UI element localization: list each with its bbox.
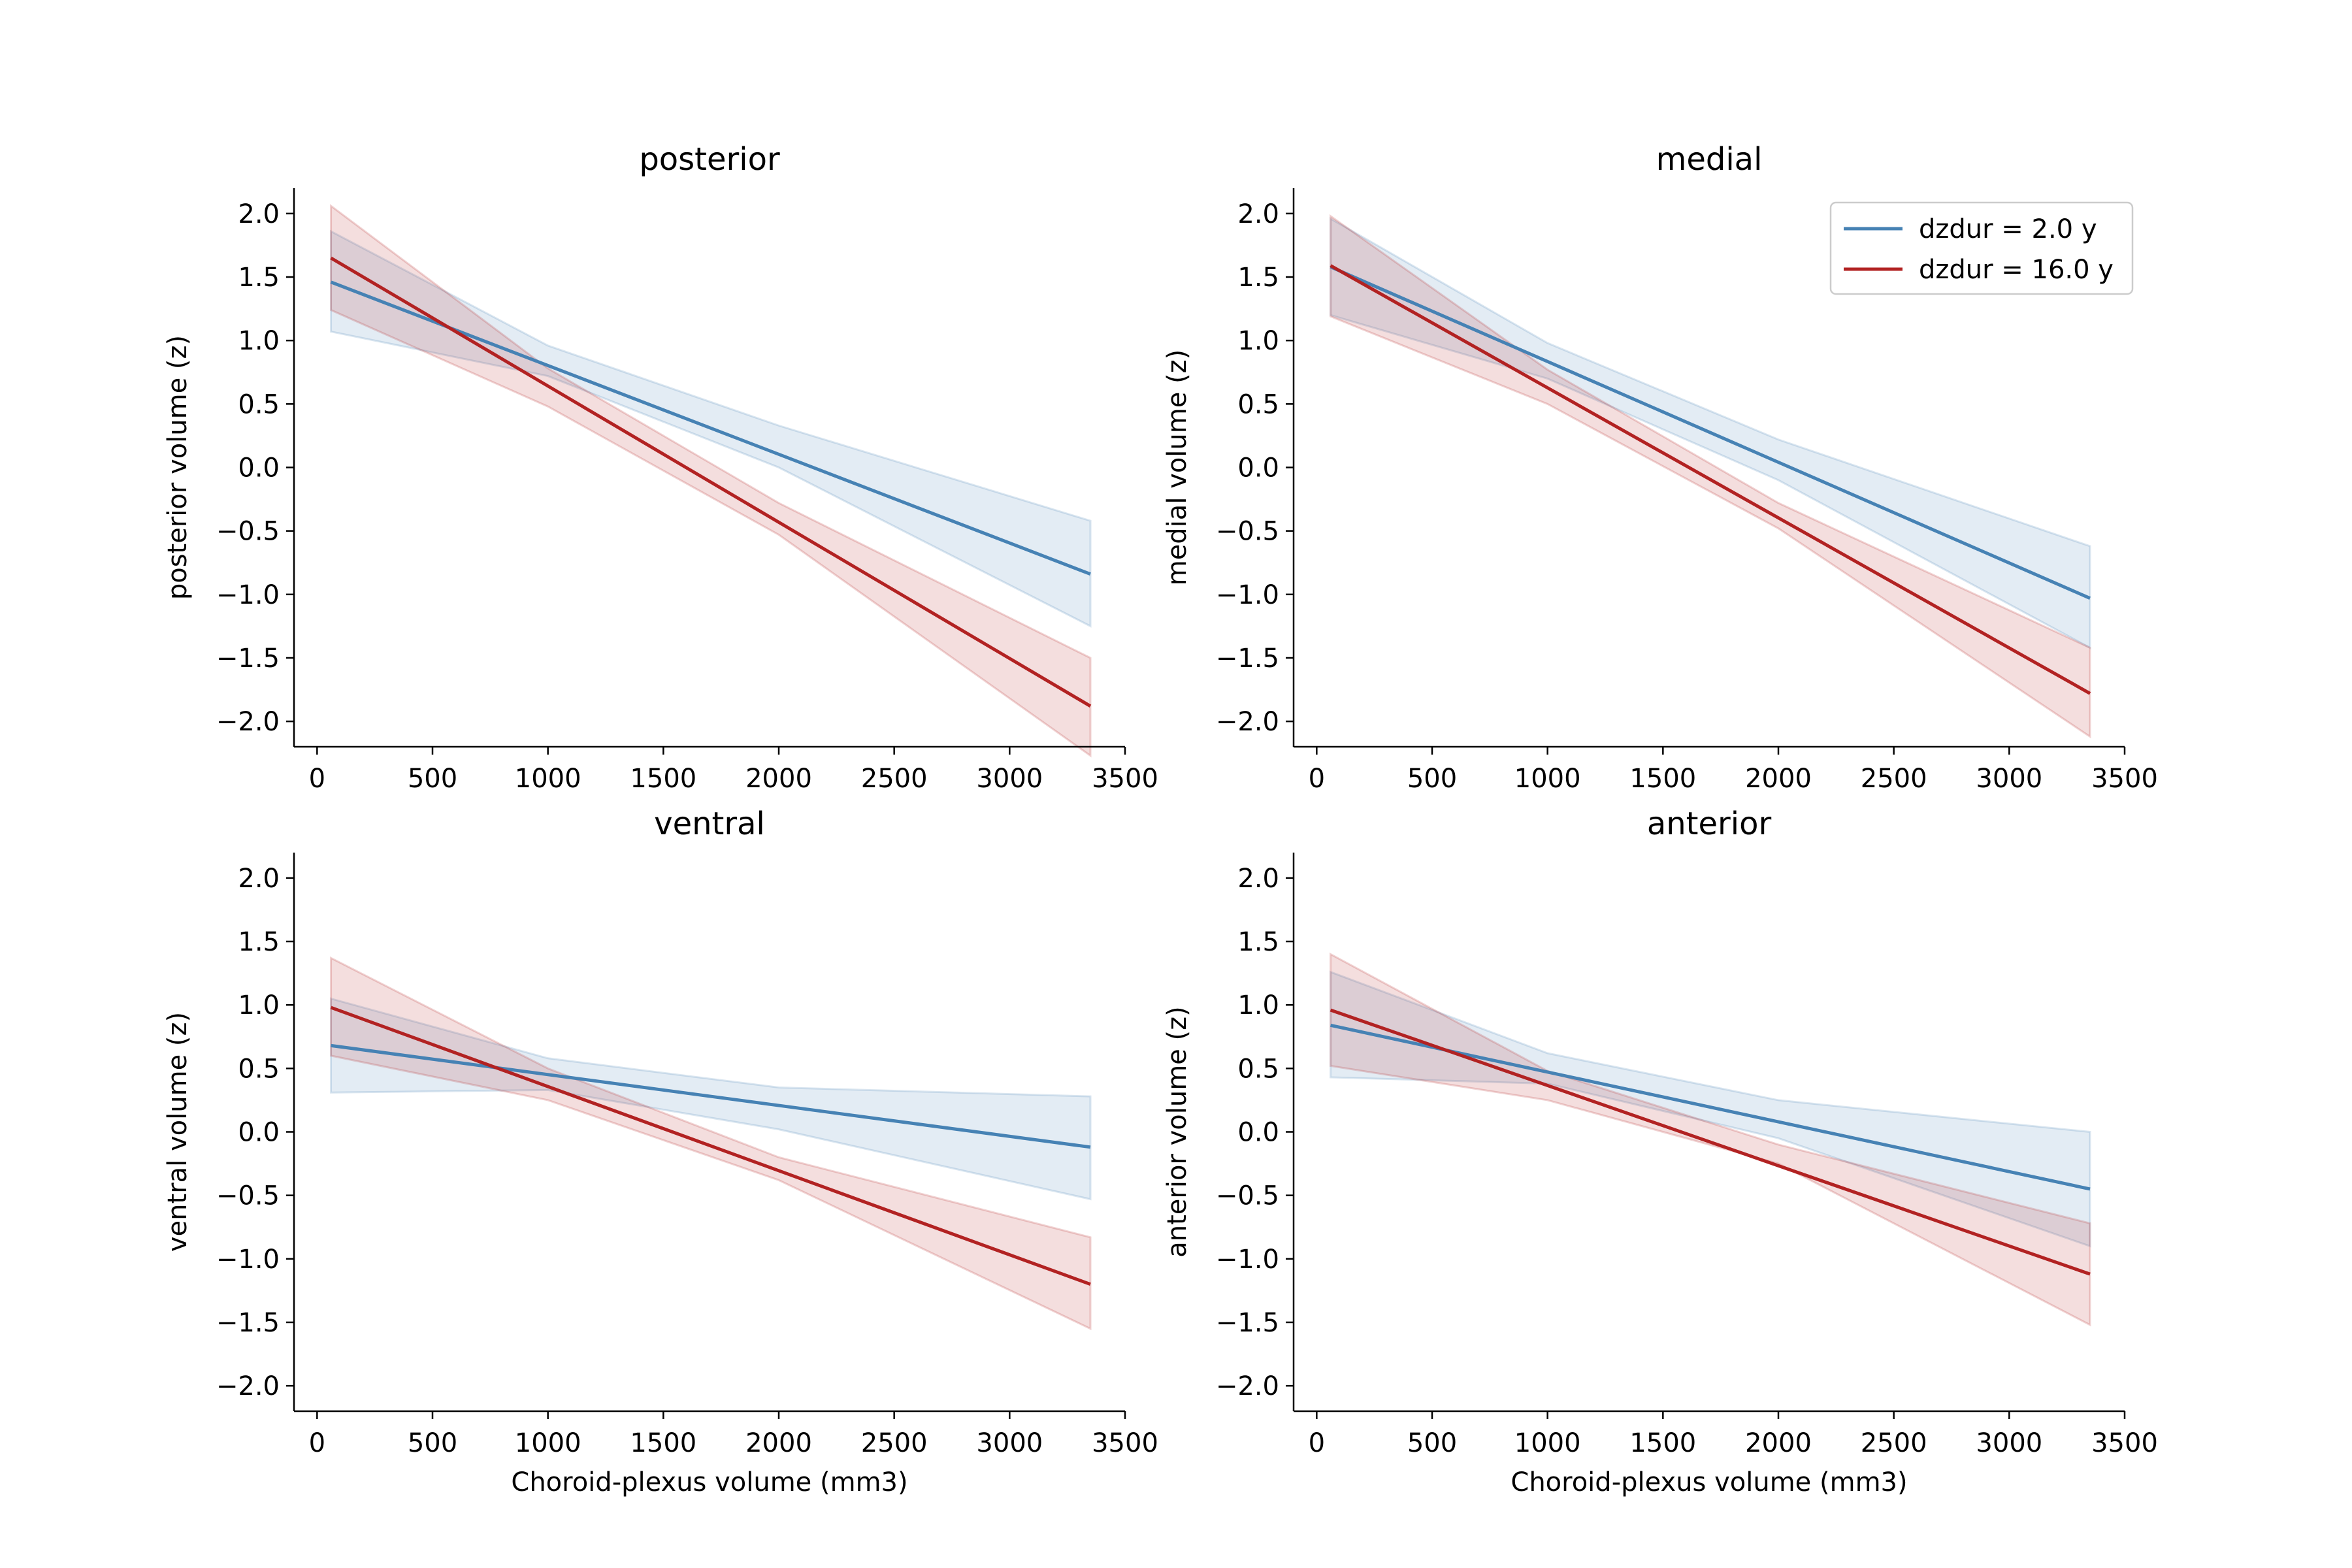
series-line (330, 280, 1091, 576)
confidence-band (1330, 952, 2091, 1327)
series-line (1330, 265, 2091, 600)
y-tick-label: −1.5 (1216, 644, 1279, 674)
x-tick-label: 3500 (2091, 764, 2158, 794)
panel-title: ventral (654, 806, 765, 842)
y-tick-label: 1.0 (238, 326, 280, 356)
confidence-band (1330, 970, 2091, 1248)
x-tick-label: 3500 (1092, 764, 1158, 794)
x-axis-label: Choroid-plexus volume (mm3) (1511, 1467, 1907, 1497)
x-tick-label: 1000 (1514, 764, 1581, 794)
x-tick-label: 1000 (1514, 1428, 1581, 1458)
x-tick-label: 2500 (861, 764, 928, 794)
y-tick-label: 1.5 (1237, 927, 1279, 957)
confidence-band (330, 997, 1092, 1201)
legend-label-2y: dzdur = 2.0 y (1919, 214, 2097, 244)
y-tick-label: 1.5 (238, 263, 280, 293)
legend-frame (1829, 201, 2134, 295)
y-axis-label: anterior volume (z) (1162, 1006, 1192, 1257)
series-line (1330, 264, 2091, 695)
x-tick-label: 3500 (2091, 1428, 2158, 1458)
y-tick-label: −1.0 (1216, 580, 1279, 610)
x-tick-label: 1500 (1629, 1428, 1696, 1458)
y-tick-label: 0.0 (1237, 1118, 1279, 1148)
y-tick-label: 0.5 (1237, 1054, 1279, 1084)
y-axis-label: posterior volume (z) (163, 335, 193, 600)
y-tick-label: 2.0 (1237, 864, 1279, 894)
y-tick-label: 1.0 (1237, 326, 1279, 356)
y-tick-label: −1.5 (216, 644, 280, 674)
y-tick-label: 0.0 (238, 453, 280, 483)
y-tick-label: 2.0 (238, 864, 280, 894)
x-tick-label: 500 (1407, 1428, 1457, 1458)
x-tick-label: 500 (408, 764, 457, 794)
panel-title: anterior (1647, 806, 1772, 842)
confidence-band (1330, 214, 2091, 739)
y-tick-label: −2.0 (1216, 1371, 1279, 1401)
x-tick-label: 2000 (1745, 1428, 1812, 1458)
x-axis-label: Choroid-plexus volume (mm3) (511, 1467, 907, 1497)
series-line (331, 1043, 1091, 1149)
x-tick-label: 0 (309, 764, 325, 794)
x-tick-label: 3000 (976, 764, 1043, 794)
y-axis-label: ventral volume (z) (163, 1012, 193, 1252)
y-tick-label: −2.0 (216, 1371, 280, 1401)
y-tick-label: 0.0 (1237, 453, 1279, 483)
confidence-band (330, 956, 1092, 1331)
x-tick-label: 3000 (1976, 1428, 2042, 1458)
y-tick-label: 1.5 (238, 927, 280, 957)
x-tick-label: 0 (1309, 764, 1325, 794)
legend-label-16y: dzdur = 16.0 y (1919, 255, 2114, 285)
y-tick-label: 1.0 (238, 990, 280, 1021)
x-tick-label: 3500 (1092, 1428, 1158, 1458)
series-line (1330, 1008, 2091, 1276)
x-tick-label: 0 (1309, 1428, 1325, 1458)
y-tick-label: −0.5 (1216, 517, 1279, 547)
y-tick-label: 0.5 (238, 389, 280, 419)
x-tick-label: 1000 (515, 1428, 581, 1458)
y-tick-label: −1.0 (1216, 1245, 1279, 1275)
x-tick-label: 2000 (1745, 764, 1812, 794)
series-line (330, 1005, 1091, 1286)
x-tick-label: 2500 (861, 1428, 928, 1458)
x-tick-label: 3000 (1976, 764, 2042, 794)
x-tick-label: 1500 (630, 1428, 696, 1458)
x-tick-label: 2000 (745, 764, 812, 794)
x-tick-label: 1500 (1629, 764, 1696, 794)
y-tick-label: −1.5 (216, 1308, 280, 1338)
y-tick-label: 0.5 (1237, 389, 1279, 419)
legend: dzdur = 2.0 y dzdur = 16.0 y (1829, 201, 2134, 295)
series-line (330, 256, 1092, 708)
y-tick-label: −2.0 (216, 707, 280, 737)
x-tick-label: 1000 (515, 764, 581, 794)
y-tick-label: 0.0 (238, 1118, 280, 1148)
y-tick-label: 1.0 (1237, 990, 1279, 1021)
y-tick-label: −1.0 (216, 1245, 280, 1275)
x-tick-label: 2500 (1861, 764, 1927, 794)
y-tick-label: 0.5 (238, 1054, 280, 1084)
x-tick-label: 2500 (1861, 1428, 1927, 1458)
y-tick-label: 2.0 (238, 199, 280, 229)
y-tick-label: −0.5 (216, 517, 280, 547)
panel-title: medial (1656, 141, 1763, 178)
y-tick-label: 2.0 (1237, 199, 1279, 229)
panel-posterior: posterior posterior volume (z) −2.0 −1.5 −… (163, 141, 1158, 794)
y-tick-label: −2.0 (1216, 707, 1279, 737)
panel-anterior: anterior anterior volume (z) Choroid-ple… (1162, 806, 2158, 1497)
x-tick-label: 1500 (630, 764, 696, 794)
y-tick-label: −0.5 (216, 1181, 280, 1211)
y-tick-label: −1.0 (216, 580, 280, 610)
x-tick-label: 500 (408, 1428, 457, 1458)
x-tick-label: 0 (309, 1428, 325, 1458)
x-tick-label: 2000 (745, 1428, 812, 1458)
y-tick-label: −1.5 (1216, 1308, 1279, 1338)
y-tick-label: 1.5 (1237, 263, 1279, 293)
panel-medial: medial medial volume (z) −2.0 −1.5 −1.0 −0.… (1162, 141, 2158, 794)
y-tick-label: −0.5 (1216, 1181, 1279, 1211)
x-tick-label: 500 (1407, 764, 1457, 794)
panel-ventral: ventral ventral volume (z) Choroid-plexu… (163, 806, 1158, 1497)
y-axis-label: medial volume (z) (1162, 350, 1192, 586)
panel-title: posterior (639, 141, 780, 178)
x-tick-label: 3000 (976, 1428, 1043, 1458)
